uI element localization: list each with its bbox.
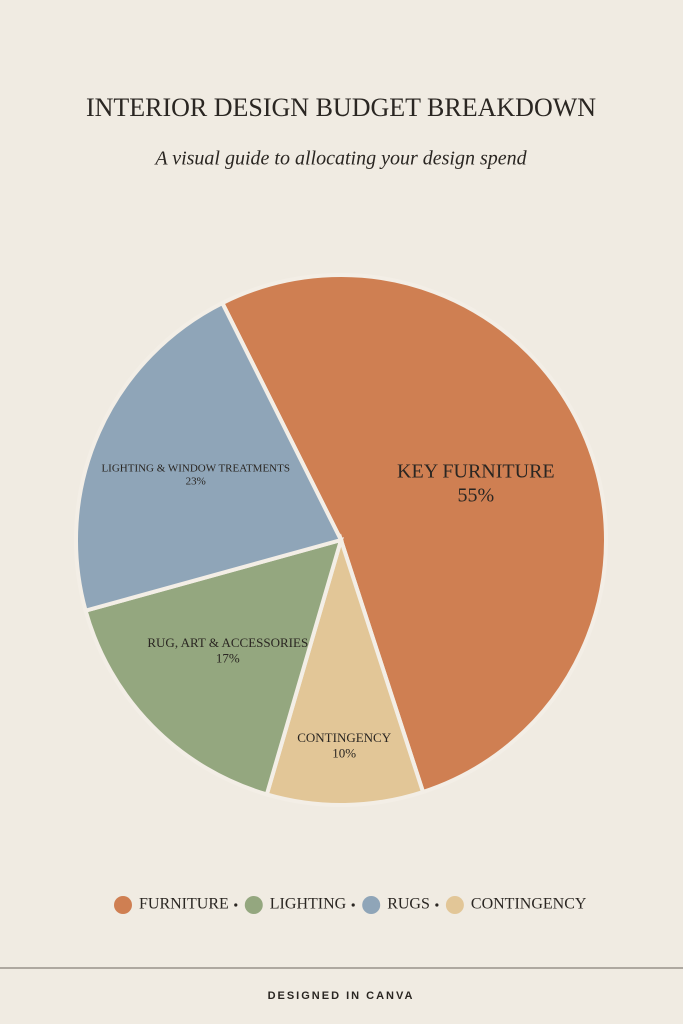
- value-label: 10%: [332, 745, 356, 760]
- pie-slice: [264, 533, 426, 807]
- legend-label: FURNITURE: [139, 896, 229, 913]
- chart-title: INTERIOR DESIGN BUDGET BREAKDOWN: [86, 93, 596, 122]
- legend-swatch: [244, 896, 263, 914]
- value-label: 55%: [457, 484, 494, 506]
- legend-label: RUGS: [387, 896, 430, 913]
- value-label: 17%: [216, 650, 240, 665]
- legend-separator: [234, 903, 238, 907]
- footer: DESIGNED IN CANVA: [268, 990, 415, 1002]
- pie-slice: [74, 300, 344, 614]
- chart-subtitle: A visual guide to allocating your design…: [153, 148, 527, 170]
- slice-label: RUG, ART & ACCESSORIES: [147, 635, 308, 650]
- legend-label: CONTINGENCY: [471, 896, 587, 913]
- legend-separator: [435, 903, 439, 907]
- legend-swatch: [114, 896, 132, 914]
- value-label: 23%: [186, 476, 206, 488]
- slice-label: LIGHTING & WINDOW TREATMENTS: [101, 462, 290, 474]
- pie-slice: [219, 273, 608, 795]
- slice-label: KEY FURNITURE: [397, 460, 555, 482]
- pie-slice: [83, 537, 344, 797]
- legend-separator: [351, 903, 355, 907]
- legend-swatch: [362, 896, 381, 914]
- legend: FURNITURE LIGHTING RUGS CONTINGENCY: [114, 896, 587, 914]
- slice-label: CONTINGENCY: [297, 730, 391, 745]
- legend-swatch: [445, 896, 464, 914]
- legend-label: LIGHTING: [270, 896, 347, 913]
